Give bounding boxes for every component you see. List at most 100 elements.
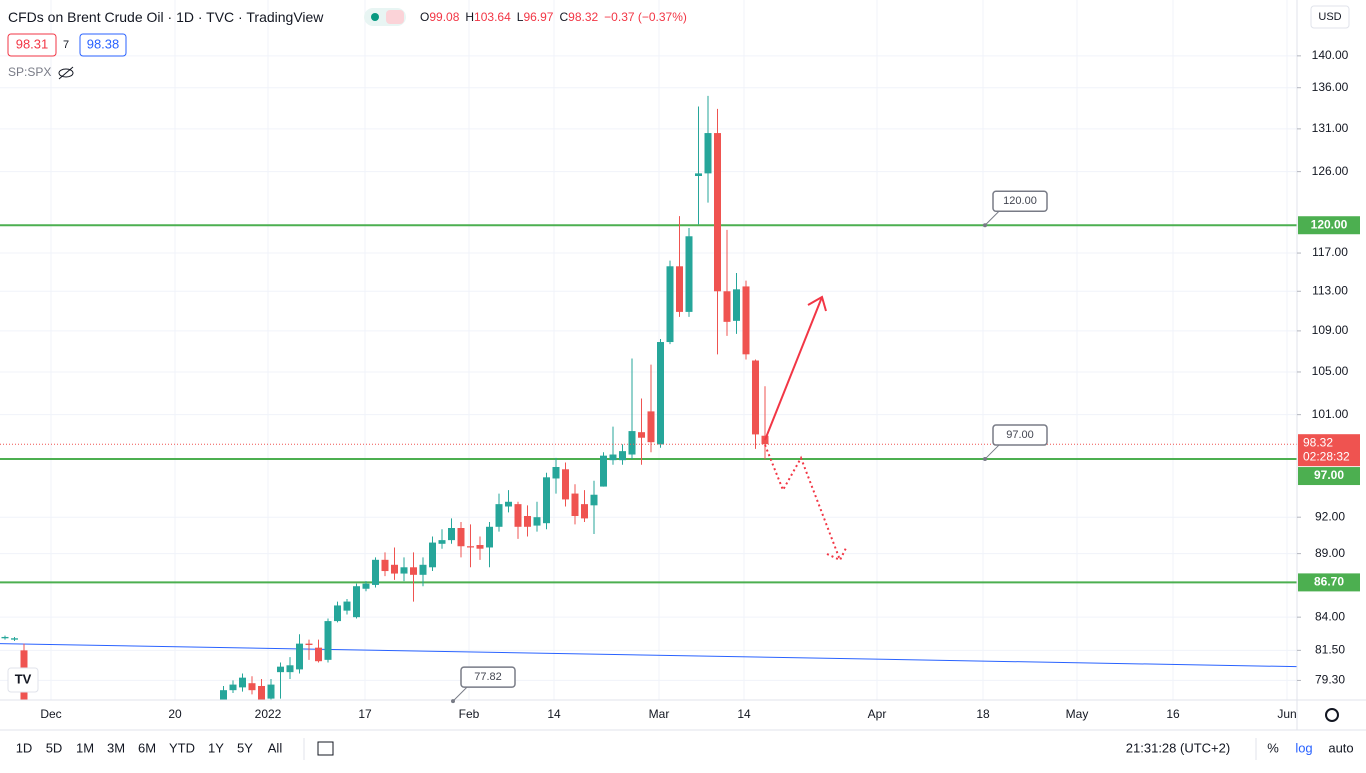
x-tick-label: 20 [168,707,182,721]
scale-button[interactable]: % [1267,740,1279,755]
symbol-title: CFDs on Brent Crude Oil · 1D · TVC · Tra… [8,9,324,25]
status-icon [386,10,404,24]
candle-body [315,647,322,662]
y-tick-label: 101.00 [1312,407,1349,421]
compare-icon[interactable] [317,741,334,756]
range-button[interactable]: 5D [46,740,63,755]
x-tick-label: 16 [1166,707,1180,721]
candle-body [1,636,9,639]
range-button[interactable]: 3M [107,740,125,755]
candle-body [600,455,607,487]
candle-body [657,342,664,445]
callout-box [992,424,1048,446]
callout-anchor [983,457,987,462]
ohlc-value: 96.97 [523,10,553,24]
y-tick-label: 92.00 [1315,509,1345,523]
callout-label: 120.00 [1003,195,1037,207]
x-tick-label: Apr [868,707,887,721]
hide-icon[interactable] [58,66,74,80]
candle-body [381,559,389,572]
level-label-box [1298,467,1360,486]
candle-body [372,559,379,585]
ohlc-value: 98.32 [568,10,598,24]
sell-button[interactable] [7,33,57,57]
candle-body [543,477,550,524]
ohlc-change: −0.37 (−0.37%) [604,10,687,24]
x-tick-label: 17 [358,707,372,721]
currency[interactable]: USD [1318,11,1341,23]
trendline [0,643,1297,668]
range-button[interactable]: All [268,740,283,755]
x-tick-label: 14 [737,707,751,721]
callout-box [992,190,1048,212]
callout-tail [452,686,468,702]
candle-body [476,545,484,549]
candle-body [495,504,503,527]
up-arrow [764,296,823,441]
level-label: 120.00 [1311,217,1348,231]
x-tick-label: Feb [459,707,480,721]
range-button[interactable]: YTD [169,740,195,755]
sell-price[interactable]: 98.31 [16,36,49,51]
currency-button[interactable] [1310,5,1350,29]
range-button[interactable]: 5Y [237,740,253,755]
spread: 7 [63,39,69,51]
callout-tail [984,210,1000,226]
forecast-arrows [764,295,848,562]
candle-body [239,677,246,688]
ohlc-key: L [517,10,524,24]
y-tick-label: 126.00 [1312,164,1349,178]
range-button[interactable]: 6M [138,740,156,755]
candle-body [666,266,674,343]
range-button[interactable]: 1M [76,740,94,755]
x-tick-label: 2022 [255,707,282,721]
x-tick-label: Dec [40,707,61,721]
y-tick-label: 89.00 [1315,546,1345,560]
ohlc-key: O [420,10,429,24]
ohlc-key: C [559,10,568,24]
candle-body [581,504,588,519]
candle-body [733,289,740,321]
candle-body [609,454,617,461]
candle-body [334,605,341,622]
callout-label: 77.82 [474,671,502,683]
y-tick-label: 84.00 [1315,609,1345,623]
symbol: CFDs on Brent Crude Oil [8,9,164,25]
candle-body [248,683,256,691]
candle-body [619,451,626,461]
candle-body [704,133,712,174]
x-tick-label: 18 [976,707,990,721]
down-path [764,444,841,561]
candle-body [429,542,436,568]
candle-body [410,567,417,575]
candle-body [685,236,693,312]
y-tick-label: 109.00 [1312,323,1349,337]
buy-price[interactable]: 98.38 [87,36,120,51]
candle-body [11,638,18,640]
candle-body [714,133,721,292]
range-button[interactable]: 1Y [208,740,224,755]
callout-tail [984,444,1000,460]
x-tick-label: Jun [1277,707,1296,721]
range-button[interactable]: 1D [16,740,33,755]
candle-body [343,601,351,611]
logo[interactable] [7,667,39,693]
candle-body [571,493,579,517]
y-tick-label: 105.00 [1312,364,1349,378]
candle-body [305,643,313,645]
candle-body [552,467,560,479]
candle-body [324,621,332,660]
settings-icon[interactable] [1325,708,1339,722]
scale-button[interactable]: log [1295,740,1312,755]
callout-anchor [983,223,987,228]
y-tick-label: 140.00 [1312,48,1349,62]
candle-body [638,432,645,438]
candle-body [220,690,227,700]
last-price: 98.32 [1303,435,1333,449]
scale-button[interactable]: auto [1328,740,1353,755]
ohlc: O99.08 H103.64 L96.97 C98.32 −0.37 (−0.37%) [420,10,687,24]
buy-button[interactable] [79,33,127,57]
candle-body [391,564,398,574]
